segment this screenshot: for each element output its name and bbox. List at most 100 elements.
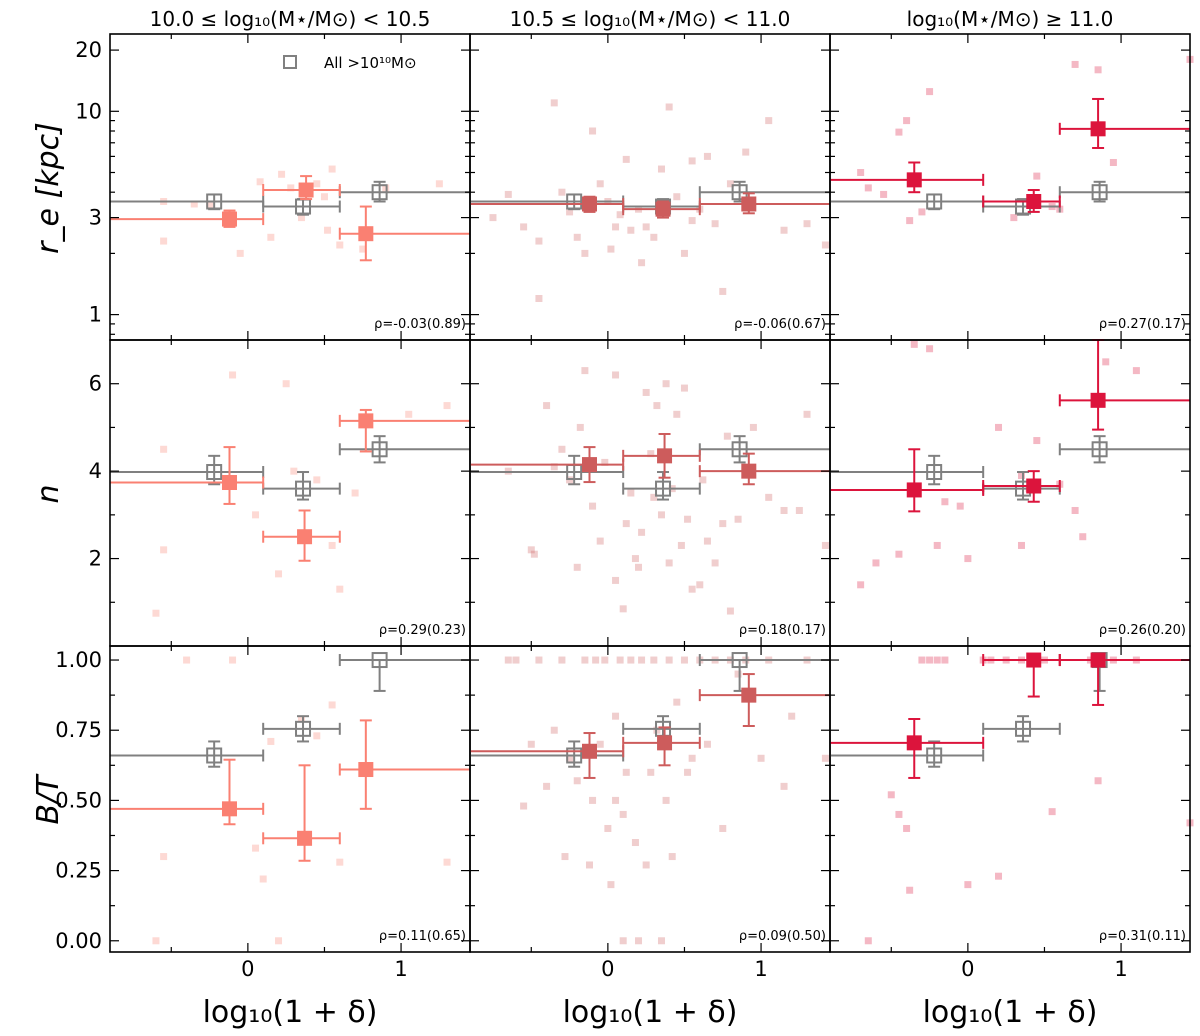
scatter-point (642, 223, 650, 231)
binned-point-marker (581, 457, 597, 473)
scatter-point (657, 937, 665, 945)
x-tick-label: 0 (241, 957, 254, 981)
panel-frame (829, 339, 1191, 647)
scatter-point (535, 237, 543, 245)
column-title-3: log₁₀(M⋆/M⊙) ≥ 11.0 (907, 7, 1114, 31)
scatter-point (688, 585, 696, 593)
scatter-point (596, 180, 604, 188)
binned-point-marker (358, 226, 374, 242)
scatter-point (612, 712, 620, 720)
scatter-point (765, 117, 773, 125)
correlation-annotation: ρ=0.31(0.11) (1099, 929, 1186, 944)
y-tick-label: 6 (89, 372, 102, 396)
scatter-point (558, 656, 566, 664)
scatter-point (236, 249, 244, 257)
scatter-point (535, 295, 543, 303)
xlabel-col-2: log₁₀(1 + δ) (563, 995, 738, 1030)
all-point-marker (295, 480, 312, 497)
xlabel-col-1: log₁₀(1 + δ) (203, 995, 378, 1030)
scatter-point (581, 249, 589, 257)
scatter-point (443, 402, 451, 410)
scatter-point (696, 581, 704, 589)
scatter-point (803, 410, 811, 418)
scatter-point (324, 226, 332, 234)
scatter-point (359, 245, 367, 253)
scatter-point (964, 881, 972, 889)
all-point-marker (206, 193, 223, 210)
binned-point-marker (1090, 121, 1106, 137)
scatter-point (680, 656, 688, 664)
scatter-point (635, 563, 643, 571)
column-x-labels: log₁₀(1 + δ) log₁₀(1 + δ) log₁₀(1 + δ) (203, 995, 1098, 1030)
scatter-point (160, 237, 168, 245)
scatter-point (665, 103, 673, 111)
legend: All >10¹⁰M⊙ (283, 54, 417, 72)
y-tick-label: 4 (89, 459, 102, 483)
scatter-point (653, 402, 661, 410)
y-tick-label: 0.75 (55, 718, 102, 742)
scatter-point (616, 656, 624, 664)
scatter-point (550, 463, 558, 471)
scatter-point (152, 937, 160, 945)
scatter-point (1102, 358, 1110, 366)
scatter-point (719, 824, 727, 832)
correlation-annotation: ρ=0.27(0.17) (1099, 317, 1186, 332)
scatter-point (290, 467, 298, 475)
binned-point-marker (906, 482, 922, 498)
binned-point-marker (906, 172, 922, 188)
row-y-labels: r_e [kpc] n B/T (31, 122, 66, 824)
scatter-point (256, 178, 264, 186)
binned-point-marker (358, 413, 374, 429)
scatter-point (313, 180, 321, 188)
scatter-point (1071, 60, 1079, 68)
panel-bt-col1: 0.00 0.25 0.50 0.75 1.00 0 1 ρ=0.11(0.65) (55, 645, 471, 981)
scatter-point (183, 656, 191, 664)
scatter-point (680, 249, 688, 257)
scatter-point (259, 875, 267, 883)
binned-point-marker (657, 735, 673, 751)
scatter-point (320, 193, 328, 201)
scatter-point (607, 881, 615, 889)
correlation-annotation: ρ=0.18(0.17) (739, 623, 826, 638)
scatter-point (435, 180, 443, 188)
panel-n-col1: 2 4 6 ρ=0.29(0.23) (89, 339, 471, 647)
scatter-point (489, 214, 497, 222)
binned-point-marker (657, 448, 673, 464)
scatter-point (906, 217, 914, 225)
y-tick-label: 10 (75, 99, 102, 123)
scatter-point (780, 226, 788, 234)
scatter-point (530, 550, 538, 558)
scatter-point (964, 555, 972, 563)
scatter-point (351, 489, 359, 497)
scatter-point (512, 656, 520, 664)
x-tick-label: 1 (754, 957, 767, 981)
binned-point-marker (906, 735, 922, 751)
scatter-point (956, 502, 964, 510)
scatter-point (906, 886, 914, 894)
scatter-point (267, 737, 275, 745)
scatter-point (650, 233, 658, 241)
all-point-marker (1091, 441, 1108, 458)
scatter-point (926, 656, 934, 664)
scatter-point (795, 506, 803, 514)
scatter-point (336, 858, 344, 866)
scatter-point (581, 367, 589, 375)
scatter-point (573, 233, 581, 241)
scatter-point (642, 861, 650, 869)
y-tick-label: 0.00 (55, 929, 102, 953)
scatter-point (622, 768, 630, 776)
scatter-point (757, 754, 765, 762)
correlation-annotation: ρ=0.09(0.50) (739, 929, 826, 944)
scatter-point (520, 223, 528, 231)
scatter-point (665, 656, 673, 664)
scatter-point (711, 559, 719, 567)
column-title-1: 10.0 ≤ log₁₀(M⋆/M⊙) < 10.5 (150, 7, 431, 31)
scatter-point (543, 782, 551, 790)
scatter-point (1017, 472, 1025, 480)
scatter-point (918, 656, 926, 664)
binned-point-marker (297, 529, 313, 545)
scatter-point (566, 208, 574, 216)
scatter-point (1048, 808, 1056, 816)
scatter-point (328, 701, 336, 709)
scatter-point (703, 152, 711, 160)
